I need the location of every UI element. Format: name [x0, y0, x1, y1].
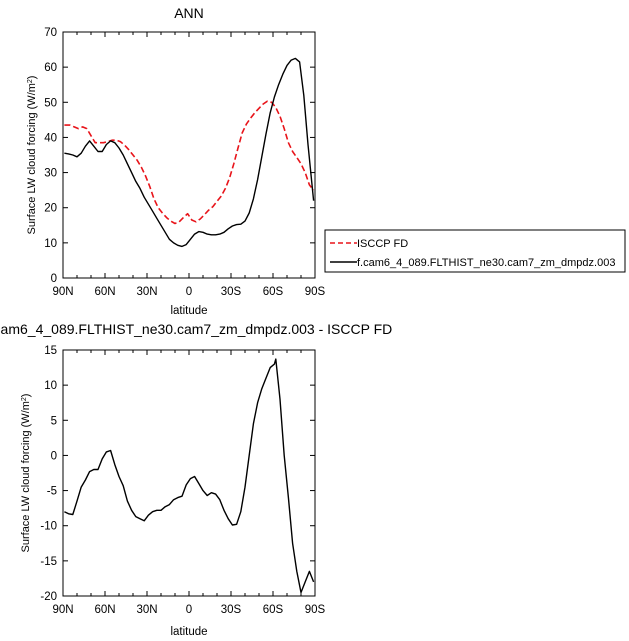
bottom-x-tick-label: 60S — [263, 604, 284, 616]
bottom-x-tick-label: 90N — [52, 604, 73, 616]
top-axes: 90N 60N 30N 0 30S 60S 90S 0 10 20 30 40 50 60 70 — [44, 27, 325, 298]
bottom-y-tick-label: -5 — [47, 486, 57, 498]
top-y-tick-label: 20 — [44, 203, 57, 215]
top-x-tick-label: 90N — [52, 286, 73, 298]
top-y-axis-label: Surface LW cloud forcing (W/m2) — [26, 76, 38, 235]
top-x-tick-label: 60S — [263, 286, 284, 298]
bottom-x-axis-label: latitude — [170, 626, 207, 638]
bottom-plot-frame — [62, 349, 316, 597]
top-y-tick-label: 40 — [44, 132, 57, 144]
legend-label-model: f.cam6_4_089.FLTHIST_ne30.cam7_zm_dmpdz.… — [357, 257, 615, 269]
top-x-tick-label: 30S — [221, 286, 242, 298]
bottom-panel: f.cam6_4_089.FLTHIST_ne30.cam7_zm_dmpdz.… — [0, 321, 392, 638]
top-y-tick-label: 30 — [44, 168, 57, 180]
bottom-y-tick-label: -20 — [40, 591, 57, 603]
top-y-tick-label: 0 — [51, 273, 57, 285]
top-y-tick-label: 70 — [44, 27, 57, 39]
top-series-line-2 — [64, 57, 315, 248]
top-plot-frame — [62, 31, 316, 279]
top-series-group — [64, 57, 315, 248]
legend: ISCCP FD f.cam6_4_089.FLTHIST_ne30.cam7_… — [324, 229, 626, 273]
top-panel: ANN 90N 60N 30N 0 30S 60S 90S 0 10 20 30 40 50 60 70 l… — [26, 5, 626, 317]
bottom-x-tick-label: 30N — [136, 604, 157, 616]
bottom-y-tick-label: 10 — [44, 380, 57, 392]
bottom-y-tick-label: -10 — [40, 521, 57, 533]
bottom-y-tick-label: 0 — [51, 450, 57, 462]
bottom-x-tick-label: 90S — [305, 604, 326, 616]
bottom-y-tick-label: 15 — [44, 345, 57, 357]
top-series-line-1 — [64, 100, 315, 225]
bottom-chart-title: f.cam6_4_089.FLTHIST_ne30.cam7_zm_dmpdz.… — [0, 321, 392, 337]
top-x-tick-label: 0 — [186, 286, 192, 298]
bottom-x-tick-label: 0 — [186, 604, 192, 616]
top-x-tick-label: 30N — [136, 286, 157, 298]
top-x-axis-label: latitude — [170, 305, 207, 317]
top-chart-title: ANN — [174, 5, 204, 21]
top-y-tick-label: 50 — [44, 97, 57, 109]
bottom-y-tick-label: -15 — [40, 556, 57, 568]
bottom-series-group — [64, 358, 315, 594]
legend-box — [324, 229, 626, 273]
top-x-tick-label: 60N — [94, 286, 115, 298]
top-y-tick-label: 60 — [44, 62, 57, 74]
legend-label-isccp: ISCCP FD — [357, 238, 408, 250]
top-x-tick-label: 90S — [305, 286, 326, 298]
bottom-x-tick-label: 60N — [94, 604, 115, 616]
bottom-y-tick-label: 5 — [51, 415, 57, 427]
top-y-tick-label: 10 — [44, 238, 57, 250]
bottom-series-line-1 — [64, 358, 315, 594]
bottom-y-axis-label: Surface LW cloud forcing (W/m2) — [20, 394, 32, 553]
bottom-axes: 90N 60N 30N 0 30S 60S 90S -20 -15 -10 -5 0 5 10 15 — [40, 345, 325, 616]
bottom-x-tick-label: 30S — [221, 604, 242, 616]
